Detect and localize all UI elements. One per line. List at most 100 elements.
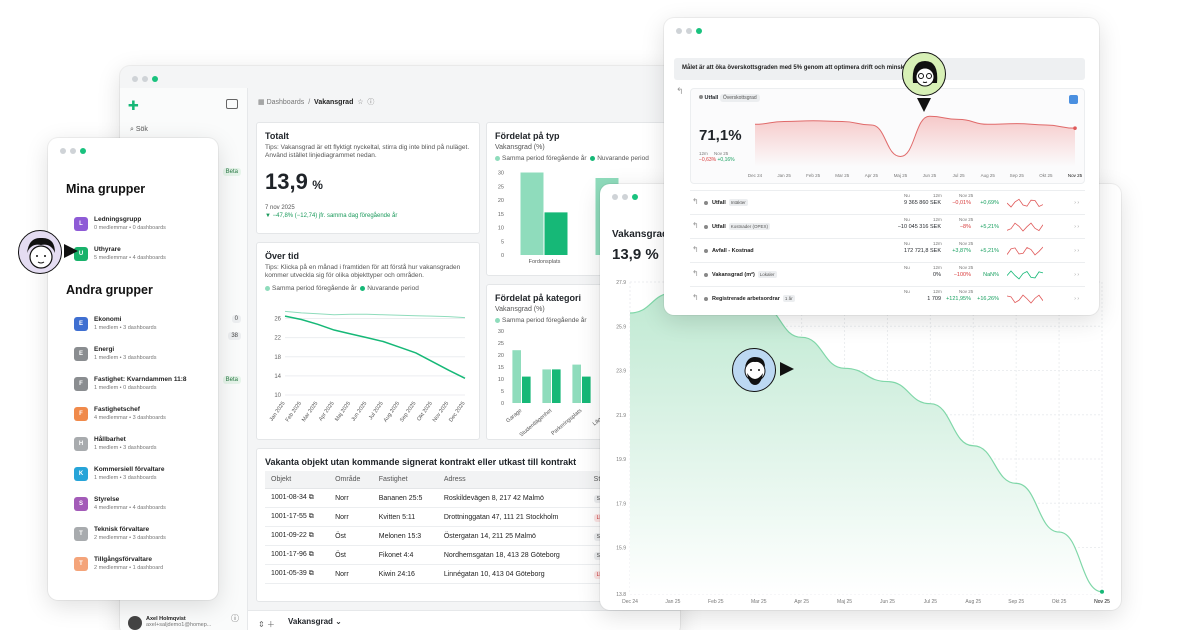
info-icon[interactable]: ⓘ: [367, 99, 375, 106]
group-item[interactable]: F Fastighet: Kvarndammen 11:8 1 medlem •…: [74, 376, 214, 398]
user-profile[interactable]: Axel Holmqvist axel+saljdemo1@homep...: [128, 616, 211, 630]
x-tick-label: Dec 24: [748, 173, 763, 178]
kpi-row[interactable]: ↰ Registrerade arbetsordrar 1 år Nu 12m Nov…: [690, 286, 1085, 310]
column-header[interactable]: Adress: [437, 471, 588, 489]
y-tick-label: 30: [498, 329, 504, 335]
kpi-row[interactable]: ↰ Utfall Kostnader (OPEX) Nu 12m Nov 25 −10…: [690, 214, 1085, 238]
group-item[interactable]: E Energi 1 medlem • 3 dashboards: [74, 346, 214, 368]
series-line: [754, 115, 1076, 158]
kpi-more[interactable]: › ›: [1074, 224, 1079, 230]
table-cell: Norr: [329, 564, 373, 584]
utfall-change-nov: +0,16%: [717, 157, 735, 163]
panel-toggle-icon[interactable]: [226, 99, 238, 109]
indent-arrow-icon: ↰: [692, 221, 699, 230]
user-avatar-glasses: [902, 52, 946, 96]
x-tick-label: Jun 2025: [351, 401, 369, 423]
indent-arrow-icon: ↰: [692, 293, 699, 302]
x-tick-label: Jul 25: [953, 173, 966, 178]
table-cell: Kiwin 24:16: [372, 564, 438, 584]
table-cell: Roskildevägen 8, 217 42 Malmö: [437, 488, 588, 508]
table-row[interactable]: 1001-08-34 ⧉ Norr Bananen 25:5 Roskildeväge…: [265, 488, 625, 508]
column-header[interactable]: Objekt: [265, 471, 330, 489]
chart-badge-icon[interactable]: [1069, 95, 1078, 104]
group-meta: 4 medlemmar • 4 dashboards: [94, 505, 166, 511]
y-tick-label: 13.8: [616, 592, 626, 598]
table-row[interactable]: 1001-17-96 ⧉ Öst Fikonet 4:4 Nordhemsgatan …: [265, 545, 625, 565]
kpi-more[interactable]: › ›: [1074, 200, 1079, 206]
kpi-nov: NaN%: [983, 272, 999, 278]
group-item[interactable]: F Fastighetschef 4 medlemmar • 3 dashboa…: [74, 406, 214, 428]
dashboards-link[interactable]: ▦ Dashboards: [258, 99, 305, 106]
card-tip: Tips: Klicka på en månad i framtiden för…: [265, 264, 461, 280]
group-meta: 1 medlem • 3 dashboards: [94, 325, 157, 331]
vacancy-area-chart[interactable]: 13.8 15.9 17.9 19.9 21.9 23.9 25.9 27.9 Dec 24 Ja…: [606, 278, 1111, 608]
group-icon: T: [74, 527, 88, 541]
help-icon[interactable]: ⓘ: [231, 614, 239, 623]
group-item[interactable]: T Teknisk förvaltare 2 medlemmar • 3 das…: [74, 526, 214, 548]
group-name: Ledningsgrupp: [94, 216, 142, 223]
user-avatar-curly: [18, 230, 62, 274]
x-tick-label: Dec 2025: [448, 401, 466, 424]
kpi-12m: −8%: [959, 224, 971, 230]
kpi-label: Utfall Kostnader (OPEX): [712, 223, 771, 230]
utfall-line-chart[interactable]: Dec 24 Jan 25 Feb 25 Mar 25 Apr 25 Maj 25 Jun …: [745, 93, 1085, 183]
kpi-row[interactable]: ↰ Vakansgrad (m²) Lokaler Nu 12m Nov 25 0% …: [690, 262, 1085, 286]
search-field[interactable]: ⌕ Sök: [130, 126, 148, 133]
kpi-row[interactable]: ↰ Avfall - Kostnad Nu 12m Nov 25 172 721,8…: [690, 238, 1085, 262]
group-item[interactable]: U Uthyrare 5 medlemmar • 4 dashboards: [74, 246, 214, 268]
x-tick-label: Okt 25: [1039, 173, 1053, 178]
y-tick-label: 15: [498, 365, 504, 371]
group-meta: 1 medlem • 0 dashboards: [94, 385, 157, 391]
x-tick-label: Okt 25: [1052, 599, 1067, 605]
column-header[interactable]: Område: [329, 471, 373, 489]
series-line: [284, 310, 466, 319]
kpi-row[interactable]: ↰ Utfall Intäkter Nu 12m Nov 25 9 365 860 S…: [690, 190, 1085, 214]
table-row[interactable]: 1001-09-22 ⧉ Öst Melonen 15:3 Östergatan 14…: [265, 526, 625, 546]
table-cell: Öst: [329, 526, 373, 546]
group-icon: E: [74, 347, 88, 361]
kpi-more[interactable]: › ›: [1074, 272, 1079, 278]
status-dot-icon: [704, 225, 708, 229]
beta-badge: Beta: [222, 376, 241, 384]
kpi-label: Vakansgrad (m²) Lokaler: [712, 271, 777, 278]
y-tick-label: 5: [501, 389, 504, 395]
y-tick-label: 15.9: [616, 546, 626, 552]
y-tick-label: 26: [274, 317, 281, 323]
column-header[interactable]: Fastighet: [372, 471, 438, 489]
tab-vakansgrad[interactable]: Vakansgrad ⌄: [288, 617, 342, 630]
x-tick-label: Dec 24: [622, 599, 638, 605]
kpi-sparkline: [1007, 294, 1043, 304]
table-cell: Kvitten 5:11: [372, 507, 438, 527]
group-icon: S: [74, 497, 88, 511]
group-item[interactable]: T Tillgångsförvaltare 2 medlemmar • 1 da…: [74, 556, 214, 578]
y-tick-label: 10: [498, 226, 504, 232]
bar: [544, 212, 568, 255]
star-icon[interactable]: ☆: [357, 99, 364, 106]
group-item[interactable]: L Ledningsgrupp 0 medlemmar • 0 dashboar…: [74, 216, 214, 238]
legend-cur: Nuvarande period: [367, 284, 419, 292]
group-item[interactable]: S Styrelse 4 medlemmar • 4 dashboards: [74, 496, 214, 518]
group-meta: 0 medlemmar • 0 dashboards: [94, 225, 166, 231]
object-id: 1001-08-34 ⧉: [265, 488, 330, 508]
group-item[interactable]: H Hållbarhet 1 medlem • 3 dashboards: [74, 436, 214, 458]
detail-value: 13,9 %: [612, 246, 659, 263]
tab-arrows-icon[interactable]: ⇕ ＋: [258, 620, 275, 629]
table-cell: Fikonet 4:4: [372, 545, 438, 565]
group-name: Tillgångsförvaltare: [94, 556, 153, 563]
status-dot-icon: [704, 201, 708, 205]
table-row[interactable]: 1001-05-39 ⧉ Norr Kiwin 24:16 Linnégatan 10…: [265, 564, 625, 584]
kpi-more[interactable]: › ›: [1074, 248, 1079, 254]
group-name: Fastighetschef: [94, 406, 140, 413]
kpi-12m: +121,95%: [946, 296, 971, 302]
table-row[interactable]: 1001-17-55 ⧉ Norr Kvitten 5:11 Drottninggat…: [265, 507, 625, 527]
y-tick-label: 20: [498, 353, 504, 359]
table-cell: Östergatan 14, 211 25 Malmö: [437, 526, 588, 546]
kpi-more[interactable]: › ›: [1074, 296, 1079, 302]
y-tick-label: 17.9: [616, 501, 626, 507]
group-name: Styrelse: [94, 496, 120, 503]
kpi-window: Målet är att öka överskottsgraden med 5%…: [664, 18, 1099, 315]
group-item[interactable]: K Kommersiell förvaltare 1 medlem • 3 da…: [74, 466, 214, 488]
group-item[interactable]: E Ekonomi 1 medlem • 3 dashboards: [74, 316, 214, 338]
group-name: Uthyrare: [94, 246, 121, 253]
